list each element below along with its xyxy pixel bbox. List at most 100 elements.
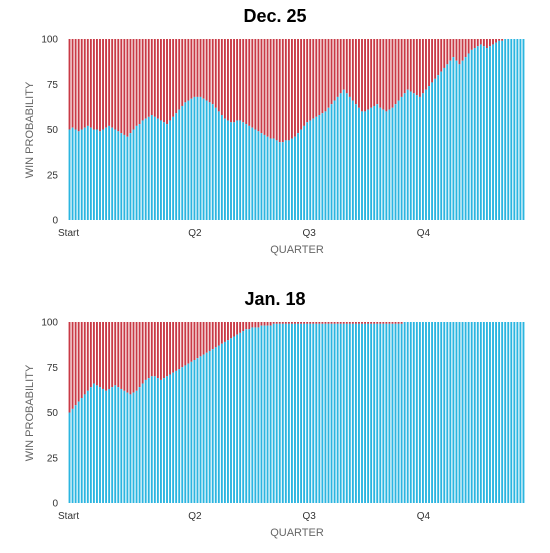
bar-home-148 [519, 322, 522, 503]
bar-away-12 [105, 39, 108, 128]
bar-home-9 [96, 129, 98, 220]
bar-home-64 [263, 325, 266, 503]
bar-away-52 [227, 322, 229, 341]
bar-home-34 [172, 372, 175, 503]
bar-away-94 [354, 39, 357, 105]
bar-home-89 [339, 323, 342, 503]
bar-home-121 [437, 75, 440, 220]
bar-away-39 [187, 39, 190, 101]
bar-home-147 [516, 322, 519, 503]
bar-away-139 [492, 39, 494, 45]
bar-away-102 [379, 322, 382, 324]
bar-away-33 [169, 39, 172, 121]
bar-home-3 [77, 131, 80, 220]
bar-home-35 [175, 113, 178, 220]
y-tick-label: 50 [47, 125, 59, 136]
bar-home-123 [443, 322, 446, 503]
bar-away-63 [260, 39, 263, 134]
bar-away-8 [92, 39, 95, 130]
bar-home-19 [126, 136, 129, 220]
bar-home-77 [303, 323, 306, 503]
bar-home-65 [266, 325, 269, 503]
bar-away-140 [495, 39, 497, 43]
bar-home-102 [379, 107, 382, 220]
bar-home-23 [138, 387, 141, 503]
bar-away-129 [461, 39, 464, 61]
bar-home-139 [492, 322, 494, 503]
bar-away-10 [99, 322, 101, 388]
bar-away-104 [385, 322, 388, 324]
bar-away-29 [156, 322, 159, 379]
bar-away-84 [324, 322, 327, 324]
bar-home-42 [196, 358, 199, 503]
bar-home-132 [470, 322, 473, 503]
bar-away-0 [68, 322, 71, 413]
y-tick-label: 100 [41, 35, 58, 46]
bar-away-109 [400, 39, 403, 97]
bar-home-118 [428, 86, 430, 220]
bar-home-112 [409, 322, 412, 503]
bar-away-107 [394, 322, 397, 324]
bar-away-29 [156, 39, 159, 119]
bar-home-91 [345, 323, 348, 503]
bar-home-53 [230, 122, 232, 220]
bar-away-15 [114, 322, 117, 386]
y-tick-label: 0 [52, 216, 58, 227]
bar-home-136 [482, 46, 485, 220]
bar-away-110 [403, 39, 406, 94]
bar-home-114 [415, 322, 418, 503]
bar-home-135 [479, 322, 482, 503]
bar-away-6 [86, 39, 89, 126]
y-tick-label: 75 [47, 80, 59, 91]
bar-home-137 [485, 48, 488, 220]
bar-home-83 [321, 113, 324, 220]
bar-home-95 [358, 323, 360, 503]
chart-dec-25-svg: 0 25 50 75 100 Start Q2 Q3 Q4 QUARTER WIN PROBA… [24, 35, 525, 256]
bar-home-136 [482, 322, 485, 503]
bar-home-76 [300, 323, 303, 503]
bar-away-19 [126, 322, 129, 393]
bar-home-20 [129, 133, 132, 220]
bar-home-44 [202, 98, 205, 220]
bar-home-101 [376, 104, 379, 220]
bar-home-147 [516, 39, 519, 220]
bar-away-13 [108, 322, 111, 389]
bar-away-36 [178, 322, 181, 370]
bar-away-12 [105, 322, 108, 391]
x-tick-label: Start [58, 511, 79, 522]
bar-away-37 [181, 322, 184, 368]
bar-away-31 [163, 39, 165, 123]
bar-home-119 [431, 322, 434, 503]
bar-away-66 [269, 322, 272, 326]
bar-home-49 [217, 111, 220, 220]
bar-home-29 [156, 118, 159, 220]
bar-away-2 [74, 322, 77, 406]
bar-home-51 [223, 118, 226, 220]
bar-home-107 [394, 104, 397, 220]
bar-away-99 [370, 322, 373, 324]
bar-away-89 [339, 322, 342, 324]
bar-home-125 [449, 322, 452, 503]
bar-home-60 [251, 127, 254, 220]
bar-away-85 [327, 39, 330, 108]
bar-home-75 [297, 133, 299, 220]
bar-home-101 [376, 323, 379, 503]
bar-away-134 [476, 39, 479, 47]
chart-dec-25: 0 25 50 75 100 Start Q2 Q3 Q4 QUARTER WIN PROBA… [0, 0, 550, 270]
bar-away-48 [214, 322, 217, 348]
bar-away-19 [126, 39, 129, 137]
bar-home-107 [394, 323, 397, 503]
bar-home-103 [382, 109, 385, 220]
bar-away-92 [348, 39, 351, 97]
bar-home-126 [452, 322, 455, 503]
bar-home-31 [163, 122, 165, 220]
bar-home-125 [449, 60, 452, 220]
chart-jan-18: 0 25 50 75 100 Start Q2 Q3 Q4 QUARTER WIN PROBA… [0, 283, 550, 553]
bar-home-2 [74, 129, 77, 220]
bar-away-30 [159, 39, 162, 121]
bar-home-32 [166, 376, 168, 503]
bar-home-36 [178, 369, 181, 503]
bar-home-70 [281, 323, 284, 503]
bar-home-29 [156, 378, 159, 503]
bar-home-75 [297, 323, 299, 503]
